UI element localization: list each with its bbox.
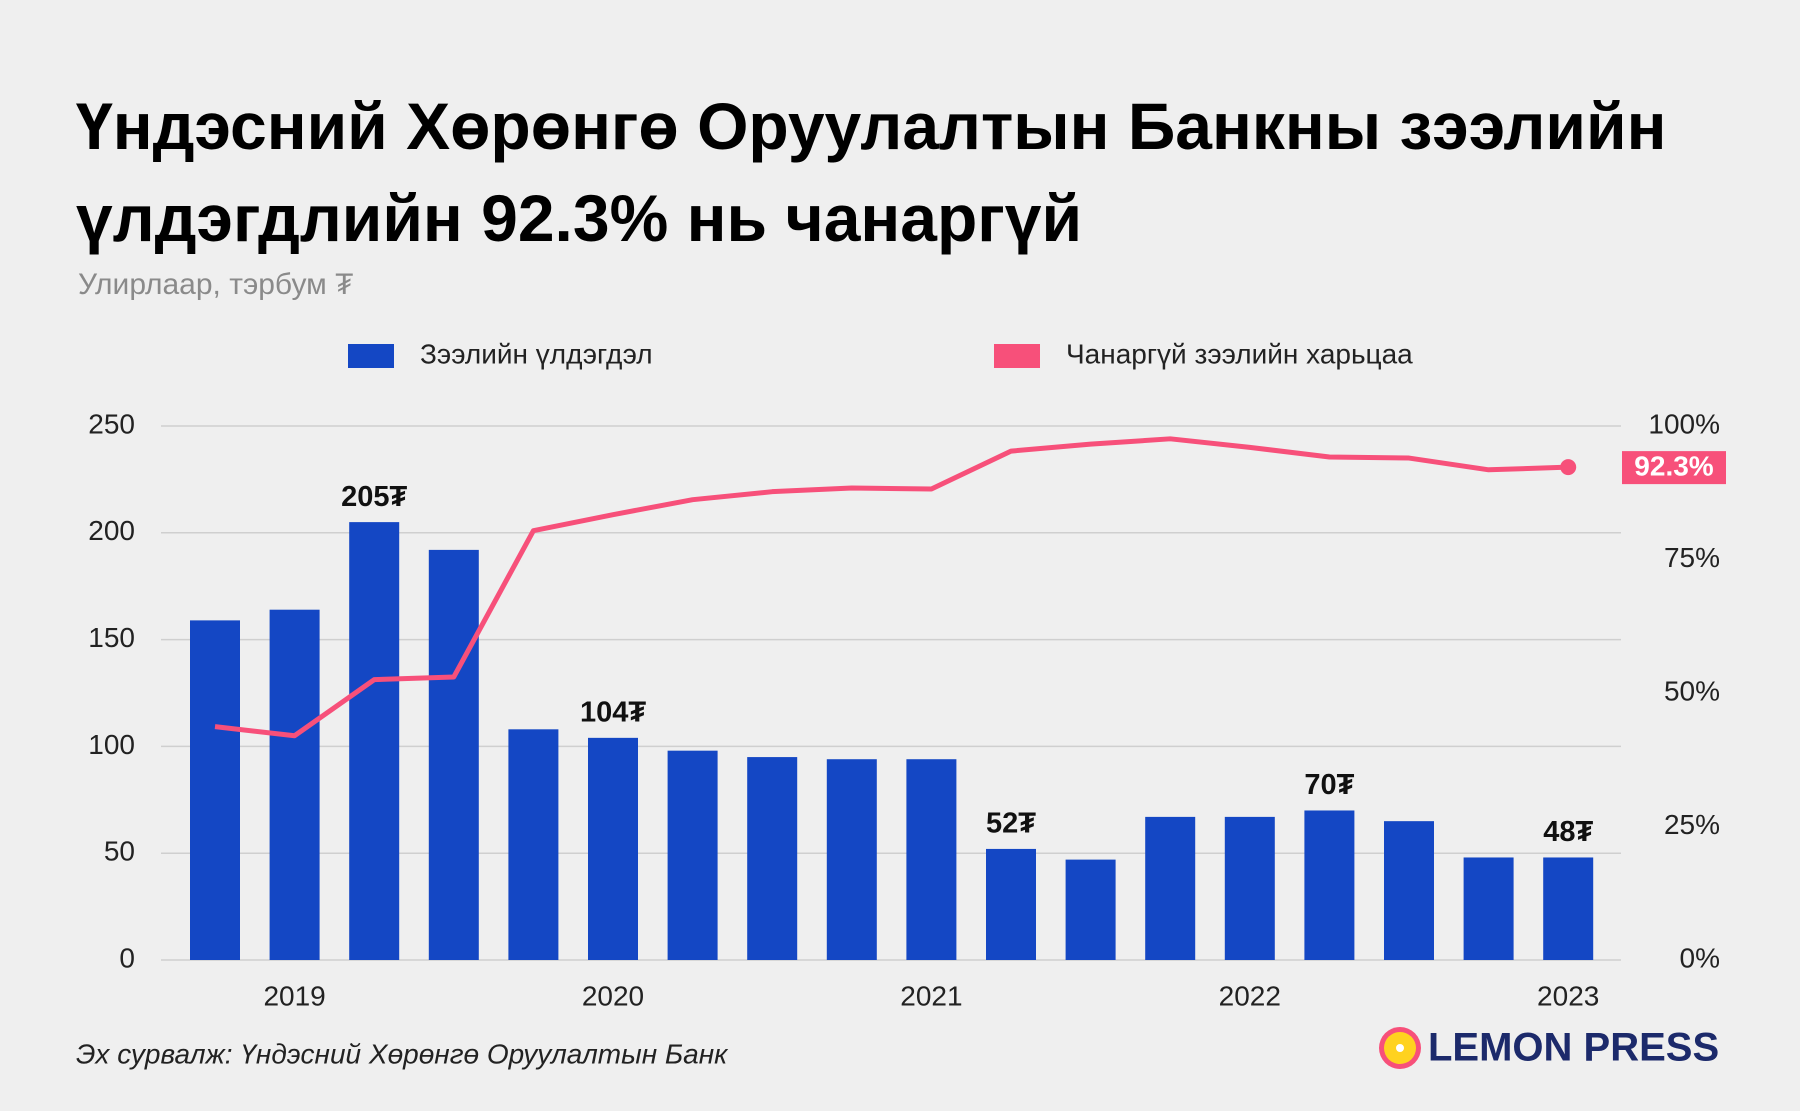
y-tick-label: 50 [104, 836, 135, 867]
line [214, 436, 1569, 739]
bar-label: 70₮ [1304, 769, 1354, 801]
bar [428, 549, 479, 960]
y2-tick-label: 0% [1680, 942, 1720, 973]
bar [747, 757, 798, 960]
legend-swatch [348, 344, 394, 368]
bar [1543, 857, 1594, 960]
bar [986, 848, 1036, 960]
chart-title: Үндэсний Хөрөнгө Оруулалтын Банкны зээли… [76, 89, 1667, 255]
line-end-dot [1560, 459, 1577, 476]
y-tick-label: 250 [88, 408, 135, 439]
bar [349, 522, 400, 960]
bar-label: 52₮ [986, 808, 1036, 840]
x-tick-label: 2020 [582, 980, 644, 1011]
legend-swatch [994, 344, 1040, 368]
y-tick-label: 0 [119, 942, 135, 973]
bar [1145, 816, 1196, 960]
y2-tick-label: 50% [1664, 675, 1720, 706]
bar [1463, 857, 1514, 960]
y-tick-label: 200 [88, 515, 135, 546]
y2-tick-label: 100% [1648, 408, 1720, 439]
value-label: 92.3% [1634, 451, 1713, 482]
x-tick-label: 2019 [263, 980, 325, 1011]
x-tick-label: 2021 [900, 980, 962, 1011]
bar [588, 737, 638, 960]
y2-tick-label: 75% [1664, 542, 1720, 573]
bar [1384, 821, 1434, 960]
logo-icon [1379, 1027, 1421, 1069]
x-tick-label: 2022 [1219, 980, 1281, 1011]
logo: LEMON PRESS [1428, 1026, 1719, 1070]
bar [269, 609, 320, 960]
bar-label: 104₮ [580, 697, 646, 729]
legend-label: Зээлийн үлдэгдэл [420, 338, 653, 369]
bar [190, 620, 240, 960]
bar [826, 759, 877, 960]
y-tick-label: 100 [88, 729, 135, 760]
x-tick-label: 2023 [1537, 980, 1599, 1011]
y-tick-label: 150 [88, 622, 135, 653]
bar [508, 729, 559, 960]
bar-label: 48₮ [1543, 816, 1593, 848]
y2-tick-label: 25% [1664, 809, 1720, 840]
bar [1304, 810, 1355, 960]
bar-label: 205₮ [341, 481, 407, 513]
bar [1224, 816, 1275, 960]
bar [667, 750, 718, 960]
bar [906, 759, 957, 960]
bar [1065, 859, 1116, 960]
value-label-box [1622, 451, 1726, 485]
chart-subtitle: Улирлаар, тэрбум ₮ [78, 268, 354, 301]
source: Эх сурвалж: Үндэсний Хөрөнгө Оруулалтын … [76, 1038, 729, 1069]
legend-label: Чанаргүй зээлийн харьцаа [1066, 338, 1413, 369]
